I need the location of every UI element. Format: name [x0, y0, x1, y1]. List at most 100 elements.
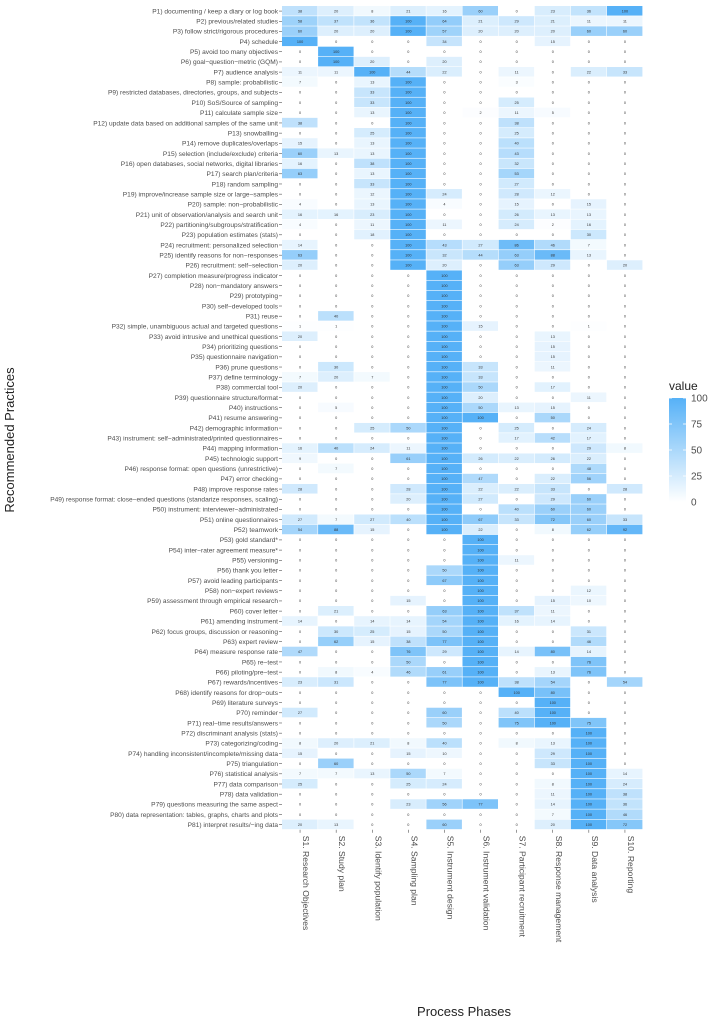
heatmap-cell [498, 311, 535, 321]
heatmap-cell [570, 809, 607, 819]
cell-value-label: 0 [479, 172, 481, 176]
heatmap-cell [534, 168, 571, 179]
cell-value-label: 11 [406, 447, 410, 451]
heatmap-cell [390, 799, 426, 809]
cell-value-label: 0 [516, 335, 518, 339]
cell-value-label: 0 [479, 70, 481, 74]
heatmap-cell [570, 107, 607, 118]
heatmap-cell [570, 158, 607, 169]
heatmap-cell [282, 748, 318, 758]
cell-value-label: 0 [588, 152, 590, 156]
cell-value-label: 0 [516, 599, 518, 603]
heatmap-cell [534, 280, 571, 291]
cell-value-label: 0 [371, 752, 373, 756]
heatmap-cell [282, 189, 318, 199]
heatmap-cell [498, 555, 535, 565]
heatmap-cell [318, 545, 354, 555]
heatmap-cell [426, 239, 462, 250]
heatmap-cell [282, 778, 318, 789]
heatmap-cell [390, 565, 426, 575]
cell-value-label: 0 [516, 701, 518, 705]
cell-value-label: 46 [551, 243, 555, 247]
heatmap-cell [390, 97, 426, 108]
heatmap-cell [570, 250, 607, 260]
cell-value-label: 37 [334, 20, 338, 24]
cell-value-label: 80 [551, 691, 555, 695]
heatmap-cell [606, 453, 643, 464]
cell-value-label: 100 [441, 437, 447, 441]
cell-value-label: 0 [299, 406, 301, 410]
heatmap-cell [282, 26, 318, 36]
heatmap-cell [498, 748, 535, 758]
heatmap-cell [534, 473, 571, 484]
heatmap-cell [534, 412, 571, 423]
heatmap-cell [498, 565, 535, 575]
cell-value-label: 0 [371, 569, 373, 573]
heatmap-cell [390, 646, 426, 657]
heatmap-cell [318, 270, 354, 280]
heatmap-cell [426, 26, 462, 36]
heatmap-cell [462, 392, 498, 403]
cell-value-label: 0 [516, 91, 518, 95]
heatmap-cell [498, 758, 535, 769]
cell-value-label: 5 [335, 406, 337, 410]
legend-colorbar [669, 398, 686, 502]
cell-value-label: 15 [551, 355, 555, 359]
cell-value-label: 0 [407, 304, 409, 308]
cell-value-label: 0 [516, 325, 518, 329]
cell-value-label: 17 [551, 386, 555, 390]
cell-value-label: 0 [371, 701, 373, 705]
heatmap-cell [354, 514, 390, 525]
cell-value-label: 0 [588, 264, 590, 268]
heatmap-cell [282, 555, 318, 565]
cell-value-label: 100 [441, 294, 447, 298]
cell-value-label: 0 [552, 182, 554, 186]
cell-value-label: 0 [371, 335, 373, 339]
row-label: P28) non−mandatory answers [190, 283, 279, 290]
heatmap-cell [498, 321, 535, 331]
heatmap-cell [318, 667, 354, 677]
heatmap-cell [498, 626, 535, 636]
heatmap-cell [390, 595, 426, 606]
heatmap-cell [570, 463, 607, 474]
heatmap-cell [534, 606, 571, 616]
heatmap-cell [570, 687, 607, 697]
heatmap-cell [282, 199, 318, 209]
cell-value-label: 40 [406, 518, 410, 522]
heatmap-cell [282, 229, 318, 240]
heatmap-cell [498, 178, 535, 189]
cell-value-label: 12 [587, 589, 591, 593]
heatmap-cell [498, 534, 535, 545]
heatmap-cell [534, 77, 571, 87]
cell-value-label: 16 [298, 213, 302, 217]
heatmap-cell [534, 26, 571, 36]
heatmap-cell [498, 382, 535, 392]
cell-value-label: 11 [587, 20, 591, 24]
heatmap-cell [318, 697, 354, 708]
cell-value-label: 0 [479, 274, 481, 278]
cell-value-label: 0 [335, 416, 337, 420]
heatmap-cell [318, 331, 354, 342]
cell-value-label: 0 [479, 731, 481, 735]
heatmap-cell [498, 443, 535, 453]
cell-value-label: 0 [479, 335, 481, 339]
heatmap-cell [570, 473, 607, 484]
legend-tick-label: 50 [691, 446, 703, 457]
cell-value-label: 0 [407, 284, 409, 288]
cell-value-label: 0 [407, 345, 409, 349]
heatmap-cell [390, 77, 426, 87]
cell-value-label: 0 [443, 660, 445, 664]
heatmap-cell [570, 768, 607, 779]
heatmap-cell [390, 168, 426, 179]
heatmap-cell [390, 229, 426, 240]
cell-value-label: 0 [335, 701, 337, 705]
heatmap-cell [606, 158, 643, 169]
legend-title: value [669, 379, 698, 393]
heatmap-cell [354, 738, 390, 748]
heatmap-cell [354, 667, 390, 677]
column-label: S3. Identify population [373, 836, 383, 921]
heatmap-cell [498, 789, 535, 799]
heatmap-cell [570, 758, 607, 769]
heatmap-cell [570, 677, 607, 687]
heatmap-cell [318, 56, 354, 67]
